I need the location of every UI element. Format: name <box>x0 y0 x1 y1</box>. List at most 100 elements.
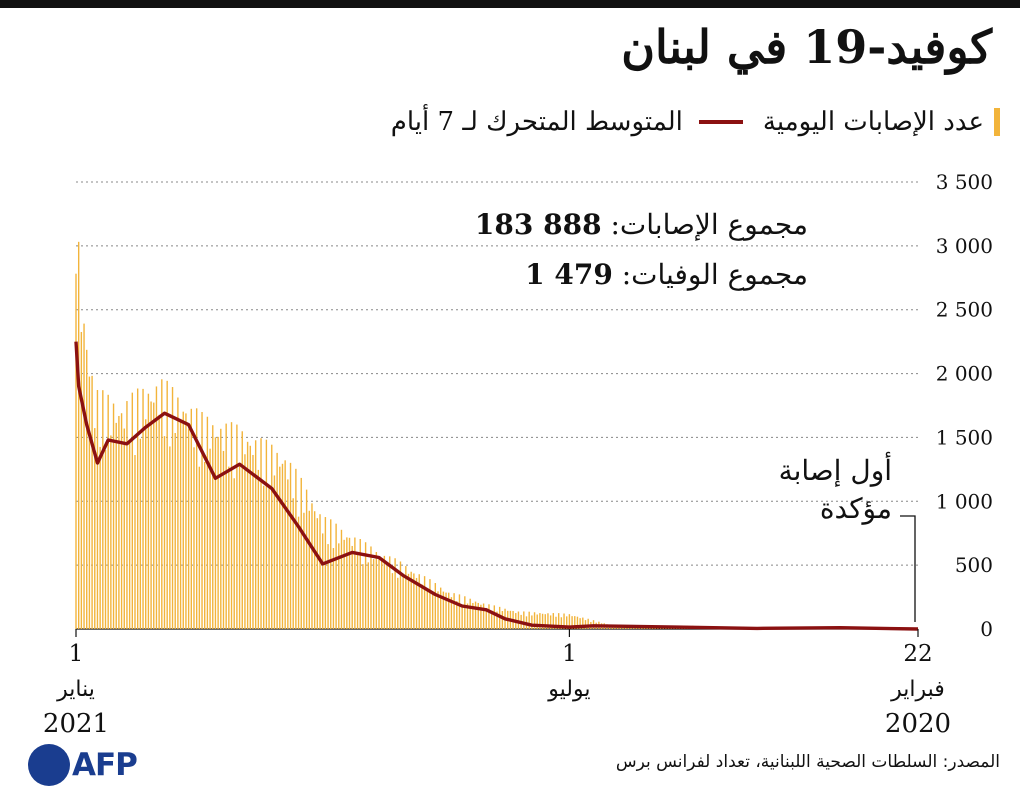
case-bar <box>579 618 581 629</box>
case-bar <box>86 349 88 629</box>
case-bar <box>552 613 555 629</box>
case-bar <box>171 387 174 629</box>
case-bar <box>163 436 166 629</box>
case-bar <box>474 601 477 629</box>
afp-logo-text: AFP <box>72 747 138 783</box>
case-bar <box>281 463 284 629</box>
case-bar <box>225 423 227 629</box>
case-bar <box>322 533 324 629</box>
case-bar <box>493 605 496 629</box>
case-bar <box>289 462 292 629</box>
y-tick-label: 3 500 <box>936 170 993 194</box>
case-bar <box>351 545 353 629</box>
case-bar <box>383 555 386 629</box>
x-tick-year: 2020 <box>885 709 951 739</box>
case-bar <box>402 575 404 629</box>
legend-label-moving-average: المتوسط المتحرك لـ 7 أيام <box>390 107 683 137</box>
case-bar <box>340 529 343 629</box>
moving-average-line <box>74 341 919 631</box>
case-bar <box>142 388 144 629</box>
case-bar <box>490 610 493 629</box>
total-cases-row: مجموع الإصابات: 183 888 <box>475 200 808 250</box>
case-bar <box>335 523 337 629</box>
case-bar <box>541 613 544 629</box>
case-bar <box>115 422 117 629</box>
top-rule <box>0 0 1020 8</box>
annotation-leader <box>900 515 916 622</box>
y-tick-label: 0 <box>980 617 993 641</box>
case-bar <box>439 587 442 629</box>
case-bar <box>107 394 109 629</box>
case-bar <box>332 548 335 629</box>
case-bar <box>316 518 319 629</box>
case-bar <box>271 444 273 629</box>
case-bar <box>284 460 286 629</box>
case-bar <box>423 576 426 629</box>
x-tick-day: 1 <box>562 641 577 667</box>
case-bar <box>566 616 568 629</box>
case-bar <box>94 428 96 629</box>
case-bar <box>338 543 340 629</box>
case-bar <box>120 413 123 629</box>
case-bar <box>397 577 399 629</box>
case-bar <box>230 422 233 629</box>
case-bar <box>557 613 560 629</box>
case-bar <box>469 598 471 629</box>
case-bar <box>477 602 479 629</box>
case-bar <box>394 558 396 629</box>
case-bar <box>523 611 525 629</box>
case-bar <box>212 425 214 629</box>
case-bar <box>228 466 230 629</box>
case-bar <box>456 601 458 629</box>
case-bar <box>587 618 589 629</box>
case-bar <box>254 440 257 629</box>
case-bar <box>300 477 302 629</box>
case-bar <box>295 468 297 629</box>
case-bar <box>528 611 530 629</box>
case-bar <box>367 562 369 629</box>
case-bar <box>461 604 463 629</box>
afp-logo-dot <box>28 744 70 786</box>
case-bar <box>549 615 552 629</box>
case-bar <box>450 597 453 629</box>
case-bar <box>429 579 431 629</box>
case-bar <box>169 446 171 629</box>
case-bar <box>448 592 450 629</box>
x-tick-year: 2021 <box>43 709 109 739</box>
first-case-annotation: أول إصابة مؤكدة <box>779 452 892 528</box>
legend-bar-swatch <box>994 108 1000 136</box>
case-bar <box>453 593 455 629</box>
case-bar <box>112 403 115 629</box>
case-bar <box>582 617 584 629</box>
case-bar <box>442 591 445 629</box>
case-bar <box>257 469 260 629</box>
case-bar <box>246 441 249 629</box>
case-bar <box>539 613 541 629</box>
x-tick-month: فبراير <box>890 677 945 702</box>
case-bar <box>91 375 93 629</box>
case-bar <box>265 439 268 629</box>
case-bar <box>287 479 289 629</box>
case-bar <box>155 386 158 629</box>
total-deaths-row: مجموع الوفيات: 1 479 <box>475 250 808 300</box>
case-bar <box>292 498 294 629</box>
case-bar <box>134 455 136 629</box>
case-bar <box>110 435 112 629</box>
case-bar <box>555 616 557 629</box>
case-bar <box>375 552 378 629</box>
case-bar <box>195 408 198 629</box>
x-tick-labels: 22 فبراير 2020 1 يوليو 1 يناير 2021 <box>43 629 951 739</box>
case-bar <box>145 419 147 629</box>
case-bar <box>96 390 99 629</box>
case-bar <box>391 573 394 629</box>
case-bar <box>488 604 490 629</box>
total-cases-value: 183 888 <box>474 208 602 241</box>
case-bar <box>496 611 498 629</box>
case-bar <box>177 397 179 629</box>
case-bar <box>372 559 375 629</box>
legend: عدد الإصابات اليومية المتوسط المتحرك لـ … <box>391 100 1000 144</box>
case-bar <box>252 454 254 629</box>
case-bar <box>407 573 410 629</box>
case-bar <box>311 503 313 629</box>
case-bar <box>99 446 101 629</box>
